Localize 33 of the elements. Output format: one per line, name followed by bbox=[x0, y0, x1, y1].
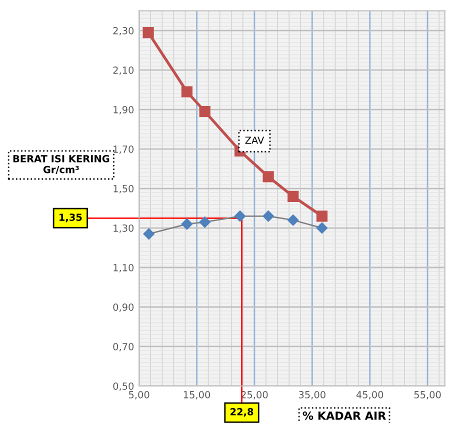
x-tick-label: 15,00 bbox=[184, 391, 210, 400]
y-tick-label: 1,70 bbox=[114, 145, 134, 154]
ref-line-label: 22,8 bbox=[230, 408, 254, 417]
point bbox=[316, 210, 328, 222]
x-tick-label: 5,00 bbox=[129, 391, 150, 400]
y-tick-label: 0,90 bbox=[113, 303, 134, 312]
x-tick-label: 55,00 bbox=[414, 391, 441, 400]
y-tick-label: 2,10 bbox=[113, 66, 134, 75]
point bbox=[288, 214, 299, 226]
point bbox=[316, 222, 328, 234]
y-tick-label: 1,30 bbox=[114, 224, 134, 233]
y-tick-label: 1,10 bbox=[114, 264, 134, 272]
x-tick-label: 35,00 bbox=[298, 391, 326, 400]
y-axis-title: BERAT ISI KERING Gr/cm³ bbox=[13, 154, 110, 174]
point bbox=[181, 86, 193, 98]
y-tick-label: 2,30 bbox=[113, 27, 134, 36]
point bbox=[262, 171, 274, 182]
point bbox=[288, 190, 299, 202]
point bbox=[199, 106, 210, 118]
point bbox=[142, 26, 154, 38]
point bbox=[262, 210, 274, 222]
annotation: ZAV bbox=[245, 136, 264, 144]
y-tick-label: 0,50 bbox=[113, 382, 134, 391]
x-tick-label: 45,00 bbox=[356, 391, 384, 400]
point bbox=[199, 216, 210, 228]
y-tick-label: 0,70 bbox=[113, 342, 134, 352]
point bbox=[181, 218, 193, 230]
y-tick-label: 1,90 bbox=[114, 106, 134, 114]
point bbox=[234, 210, 246, 222]
ref-line-label: 1,35 bbox=[60, 214, 82, 222]
x-axis-title: % KADAR AIR bbox=[302, 411, 386, 420]
point bbox=[143, 228, 154, 240]
y-tick-label: 1,50 bbox=[114, 184, 134, 194]
